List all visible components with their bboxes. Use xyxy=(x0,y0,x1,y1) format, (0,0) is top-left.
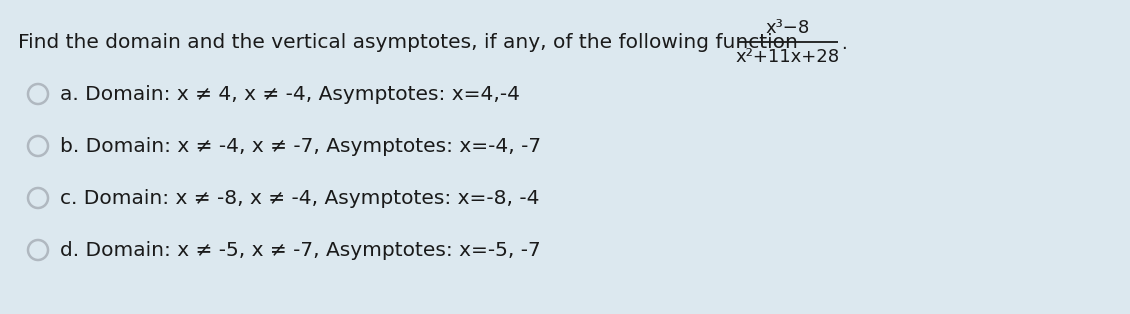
Text: x³−8: x³−8 xyxy=(766,19,810,37)
Text: b. Domain: x ≠ -4, x ≠ -7, Asymptotes: x=-4, -7: b. Domain: x ≠ -4, x ≠ -7, Asymptotes: x… xyxy=(60,137,541,155)
Text: .: . xyxy=(841,35,846,53)
Text: Find the domain and the vertical asymptotes, if any, of the following function: Find the domain and the vertical asympto… xyxy=(18,33,798,51)
Text: a. Domain: x ≠ 4, x ≠ -4, Asymptotes: x=4,-4: a. Domain: x ≠ 4, x ≠ -4, Asymptotes: x=… xyxy=(60,84,520,104)
Text: c. Domain: x ≠ -8, x ≠ -4, Asymptotes: x=-8, -4: c. Domain: x ≠ -8, x ≠ -4, Asymptotes: x… xyxy=(60,188,539,208)
Text: d. Domain: x ≠ -5, x ≠ -7, Asymptotes: x=-5, -7: d. Domain: x ≠ -5, x ≠ -7, Asymptotes: x… xyxy=(60,241,541,259)
Text: x²+11x+28: x²+11x+28 xyxy=(736,48,840,66)
